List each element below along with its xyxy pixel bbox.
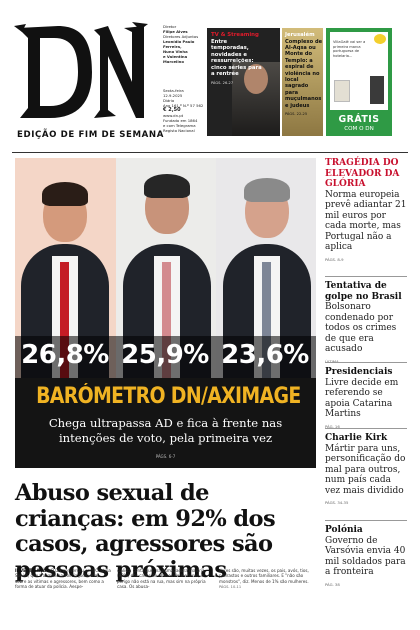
issue-line: Sexta-feira [163,88,184,93]
issue-line: Ano 161.º N.º 57 562 [163,103,204,108]
sidebar-rule [325,520,407,521]
sidebar-page: PÁG. 38 [325,581,340,587]
hair-center [144,174,190,198]
barometer-panel[interactable]: 26,8% 25,9% 23,6% BARÓMETRO DN/AXIMAGE C… [15,158,316,468]
staff-line: Filipe Alves [163,29,188,34]
magazine-cover: VillaGalé vai ser a primeira marca portu… [330,32,388,110]
lower-headline[interactable]: Abuso sexual de crianças: em 92% dos cas… [15,480,276,583]
barometer-subtitle: Chega ultrapassa AD e fica à frente nas … [48,416,283,445]
sidebar-page: PÁGS. 34-35 [325,500,349,506]
sidebar-headline: Charlie Kirk [325,433,388,443]
staff-line: Leonídio Paulo Ferreira, [163,39,195,49]
wall-photo [282,28,323,136]
teaser-text: Entre temporadas, novidades e ressurreiç… [211,38,262,78]
sidebar-text: Livre decide em referendo se apoia Catar… [325,377,399,420]
teaser-kicker: TV & Streaming [211,32,259,38]
story-column-1: INVESTIGAÇÃO O DN conversou com Cristina… [15,568,111,590]
dn-logo[interactable]: DN [14,22,148,122]
issue-line: Registo Nacional [163,128,195,133]
edition-label: EDIÇÃO DE FIM DE SEMANA [17,130,164,140]
hair-right [244,178,290,202]
headline-box [15,378,316,468]
teaser-tv[interactable]: TV & Streaming Entre temporadas, novidad… [207,28,280,136]
teaser-page: PÁGS. 26-27 [211,81,234,86]
sidebar-headline: Presidenciais [325,367,393,377]
percent-left: 26,8% [21,340,109,370]
issue-box: Sexta-feira 12.9.2025 Diário Ano 161.º N… [163,88,207,133]
issue-line: Diário [163,98,175,103]
issue-line: Fundado em 1864 [163,118,198,123]
sidebar-text: Mártir para uns, personificação do mal p… [325,443,406,496]
sidebar-item-presidential[interactable]: Presidenciais Livre decide em referendo … [325,367,407,429]
free-label: GRÁTIS [338,114,380,125]
actor-head [244,64,268,94]
teaser-jerusalem[interactable]: Jerusalém Complexo de Al-Aqsa ou Monte d… [282,28,323,136]
staff-line: Diretores Adjuntos [163,34,199,39]
percent-right: 23,6% [221,340,309,370]
issue-line: www.dn.pt [163,113,184,118]
sticker-icon [374,34,386,44]
sidebar-text: Norma europeia prevê adiantar 21 mil eur… [325,189,407,253]
column-text: cialista conta que, na esmagadora maiori… [117,568,206,590]
story-column-3: dores são, muitas vezes, os pais, avós, … [219,568,315,591]
staff-line: e Valentina Marcelino [163,54,188,64]
product-icon [334,80,350,102]
sidebar-text: Governo de Varsóvia envia 40 mil soldado… [325,535,406,578]
promo-magazine[interactable]: VillaGalé vai ser a primeira marca portu… [326,28,392,136]
section-label: INVESTIGAÇÃO [15,568,50,573]
teaser-text: Complexo de Al-Aqsa ou Monte do Templo: … [285,38,323,109]
story-page: PÁGS. 10-11 [219,585,242,590]
sidebar-item-poland[interactable]: Polónia Governo de Varsóvia envia 40 mil… [325,525,407,587]
sidebar-page: PÁGS. 8-9 [325,257,344,263]
sidebar-rule [325,276,407,277]
staff-line: Diretor [163,24,177,29]
barometer-title: BARÓMETRO DN/AXIMAGE [36,384,301,409]
masthead-rule [12,152,408,153]
teaser-kicker: Jerusalém [285,32,315,38]
staff-line: Nuno Vinha [163,49,188,54]
with-label: COM O DN [344,126,374,132]
lower-story-columns: INVESTIGAÇÃO O DN conversou com Cristina… [15,568,315,598]
sidebar-headline: TRAGÉDIA DO ELEVADOR DA GLÓRIA [325,158,400,189]
sidebar-rule [325,428,407,429]
sidebar-page: PÁG. 16 [325,423,340,429]
teaser-page: PÁGS. 22-25 [285,111,308,116]
sidebar-item-kirk[interactable]: Charlie Kirk Mártir para uns, personific… [325,433,407,505]
sidebar-item-brazil[interactable]: Tentativa de golpe no Brasil Bolsonaro c… [325,281,407,364]
barometer-page: PÁGS. 6-7 [155,454,176,459]
issue-line: 12.9.2025 [163,93,183,98]
promo-text: VillaGalé vai ser a primeira marca portu… [333,40,366,58]
column-text: dores são, muitas vezes, os pais, avós, … [219,568,309,584]
sidebar-rule [325,362,407,363]
sidebar-page: ÚLTIMA [325,359,407,364]
sidebar-text: Bolsonaro condenado por todos os crimes … [325,302,397,355]
sidebar-headline: Polónia [325,525,363,535]
person-photo [370,76,384,104]
story-column-2: cialista conta que, na esmagadora maiori… [117,568,213,590]
column-text: O DN conversou com Cristina Soeiro, que … [15,568,111,590]
staff-box: Diretor Filipe Alves Diretores Adjuntos … [163,24,207,64]
hair-left [42,182,88,206]
sidebar-headline: Tentativa de golpe no Brasil [325,281,402,302]
issue-line: e com Telegrama [163,123,196,128]
price: € 2,50 [163,107,181,113]
tie-grey [262,262,271,392]
tie-pink [162,262,171,392]
tie-red [60,262,69,392]
percent-center: 25,9% [121,340,209,370]
sidebar-item-elevator[interactable]: TRAGÉDIA DO ELEVADOR DA GLÓRIA Norma eur… [325,158,407,262]
